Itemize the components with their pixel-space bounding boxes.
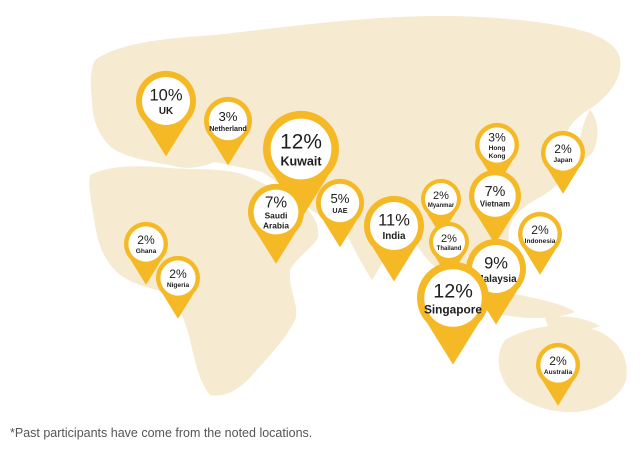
pin-singapore: 12%Singapore <box>417 262 489 365</box>
pin-country-name: Vietnam <box>480 200 510 209</box>
pin-percent: 11% <box>378 212 410 230</box>
pin-country-name: Myanmar <box>428 203 455 209</box>
pin-percent: 9% <box>484 255 508 273</box>
pin-percent: 10% <box>149 87 182 105</box>
pin-percent: 2% <box>441 233 457 245</box>
pin-percent: 2% <box>531 223 549 237</box>
pin-percent: 2% <box>137 233 155 247</box>
pin-percent: 3% <box>488 130 506 144</box>
pin-country-name: Kuwait <box>280 154 322 168</box>
pin-percent: 2% <box>554 142 572 156</box>
pin-percent: 7% <box>485 184 506 200</box>
pin-percent: 12% <box>433 281 473 303</box>
pin-country-name: Saudi <box>265 211 288 221</box>
pin-country-name: Arabia <box>263 220 289 230</box>
pin-percent: 12% <box>280 130 322 153</box>
pin-country-name: Netherland <box>209 124 247 133</box>
pin-percent: 3% <box>218 109 237 124</box>
pin-country-name: Thailand <box>437 246 462 252</box>
pin-percent: 2% <box>169 267 187 281</box>
footnote: *Past participants have come from the no… <box>10 426 312 440</box>
pin-country-name: Indonesia <box>525 238 556 245</box>
pin-country-name: Ghana <box>136 248 157 255</box>
pin-country-name: Singapore <box>424 303 482 317</box>
pin-country-name: Japan <box>553 157 572 164</box>
pin-country-name: Nigeria <box>167 282 190 289</box>
pin-percent: 2% <box>433 190 449 202</box>
pin-country-name: UK <box>159 106 174 117</box>
pin-country-name: Australia <box>544 369 573 376</box>
pin-percent: 5% <box>330 191 349 206</box>
pin-percent: 7% <box>265 194 288 211</box>
pin-country-name: Kong <box>489 153 506 160</box>
pin-country-name: UAE <box>332 206 347 215</box>
pin-percent: 2% <box>549 354 567 368</box>
pin-country-name: Hong <box>489 145 506 152</box>
pin-country-name: India <box>382 231 406 242</box>
